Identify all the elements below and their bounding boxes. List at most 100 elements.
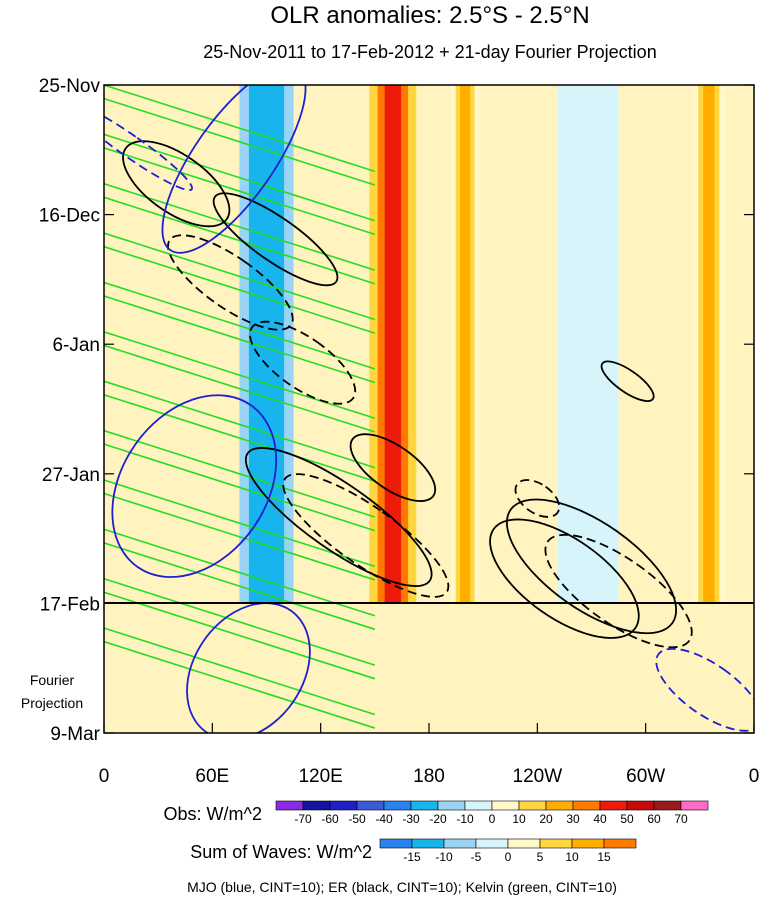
kelvin-contour-5-1 — [104, 344, 376, 433]
obs-swatch-4 — [383, 800, 412, 811]
mjo-contour-4 — [655, 647, 754, 732]
chart-subtitle: 25-Nov-2011 to 17-Feb-2012 + 21-day Four… — [203, 42, 656, 62]
obs-swatch-5 — [410, 800, 439, 811]
waves-level-5: 10 — [565, 850, 579, 864]
mjo-contour-0 — [161, 85, 307, 254]
projection-label-line1: Fourier — [30, 672, 75, 688]
waves-legend-label: Sum of Waves: W/m^2 — [190, 842, 372, 862]
kelvin-contour-4-1 — [104, 295, 376, 384]
obs-swatch-9 — [518, 800, 547, 811]
waves-swatch-2 — [443, 838, 477, 849]
obs-swatch-6 — [437, 800, 466, 811]
waves-swatch-7 — [603, 838, 637, 849]
kelvin-contour-7-0 — [104, 429, 376, 518]
kelvin-contour-0-0 — [104, 85, 376, 173]
chart-title: OLR anomalies: 2.5°S - 2.5°N — [270, 2, 589, 29]
kelvin-contour-10-0 — [104, 577, 376, 666]
obs-level-2: -50 — [348, 812, 366, 826]
waves-swatch-3 — [475, 838, 509, 849]
er-contour-1 — [167, 234, 294, 331]
obs-level-1: -60 — [321, 812, 339, 826]
mjo-contour-1 — [111, 394, 278, 578]
kelvin-contour-6-1 — [104, 394, 376, 482]
er-contour-11 — [600, 360, 655, 402]
kelvin-contour-11-0 — [104, 627, 376, 716]
er-contour-2 — [212, 192, 339, 287]
kelvin-contour-3-1 — [104, 245, 376, 334]
obs-swatch-14 — [653, 800, 682, 811]
y-tick-label-5: 9-Mar — [50, 724, 100, 745]
obs-level-9: 20 — [539, 812, 553, 826]
plot-background — [104, 85, 754, 733]
er-contour-8 — [505, 498, 678, 635]
kelvin-contour-7-1 — [104, 443, 376, 532]
kelvin-contour-1-1 — [104, 147, 376, 236]
obs-level-13: 60 — [647, 812, 661, 826]
obs-level-5: -20 — [429, 812, 447, 826]
waves-swatch-5 — [539, 838, 573, 849]
plot-area — [104, 85, 754, 733]
mjo-contours — [104, 85, 754, 733]
obs-swatch-13 — [626, 800, 655, 811]
obs-swatch-10 — [545, 800, 574, 811]
waves-level-3: 0 — [505, 850, 512, 864]
obs-level-12: 50 — [620, 812, 634, 826]
er-contour-9 — [544, 533, 693, 649]
contour-note: MJO (blue, CINT=10); ER (black, CINT=10)… — [187, 879, 617, 895]
anomaly-band-0-2 — [384, 85, 402, 604]
kelvin-contour-9-0 — [104, 528, 376, 617]
y-tick-label-2: 6-Jan — [52, 335, 100, 356]
mjo-contour-3 — [104, 102, 193, 192]
kelvin-contour-8-1 — [104, 492, 376, 581]
obs-level-4: -30 — [402, 812, 420, 826]
obs-level-11: 40 — [593, 812, 607, 826]
x-tick-label-4: 120W — [513, 766, 563, 787]
anomaly-band-1-2 — [460, 85, 471, 604]
obs-level-0: -70 — [294, 812, 312, 826]
er-contour-10 — [514, 479, 561, 518]
obs-swatch-15 — [680, 800, 709, 811]
kelvin-contour-9-1 — [104, 542, 376, 631]
anomaly-field — [239, 85, 726, 604]
obs-swatch-7 — [464, 800, 493, 811]
obs-level-3: -40 — [375, 812, 393, 826]
kelvin-contour-2-1 — [104, 196, 376, 285]
kelvin-contour-3-0 — [104, 232, 376, 321]
er-contour-5 — [282, 473, 450, 598]
obs-swatch-1 — [302, 800, 331, 811]
x-tick-label-5: 60W — [626, 766, 665, 787]
kelvin-contour-6-0 — [104, 380, 376, 469]
x-tick-label-3: 180 — [413, 766, 445, 787]
anomaly-band-3-2 — [257, 85, 276, 604]
x-axis: 0 60E 120E 180 120W 60W 0 — [99, 723, 759, 787]
obs-colorbar: -70 -60 -50 -40 -30 -20 -10 0 10 20 30 40 50 60 70 — [275, 800, 709, 826]
kelvin-contour-11-1 — [104, 640, 376, 729]
obs-level-6: -10 — [456, 812, 474, 826]
kelvin-contour-5-0 — [104, 331, 376, 420]
er-contour-3 — [249, 320, 357, 405]
waves-colorbar: -15 -10 -5 0 5 10 15 — [379, 838, 637, 864]
x-tick-label-1: 60E — [195, 766, 229, 787]
waves-swatch-0 — [379, 838, 413, 849]
er-contour-6 — [349, 433, 437, 502]
obs-level-7: 0 — [489, 812, 496, 826]
waves-swatch-4 — [507, 838, 541, 849]
kelvin-contour-8-0 — [104, 479, 376, 568]
obs-level-8: 10 — [512, 812, 526, 826]
waves-level-1: -10 — [435, 850, 453, 864]
waves-level-4: 5 — [537, 850, 544, 864]
obs-swatch-12 — [599, 800, 628, 811]
er-contours — [122, 140, 693, 649]
obs-swatch-8 — [491, 800, 520, 811]
waves-swatch-1 — [411, 838, 445, 849]
obs-level-10: 30 — [566, 812, 580, 826]
obs-swatch-11 — [572, 800, 601, 811]
er-contour-0 — [122, 140, 231, 228]
y-tick-label-0: 25-Nov — [39, 76, 101, 97]
projection-label-line2: Projection — [21, 695, 83, 711]
obs-swatch-3 — [356, 800, 385, 811]
er-contour-4 — [244, 447, 433, 587]
kelvin-contour-4-0 — [104, 281, 376, 370]
kelvin-contours — [104, 85, 376, 729]
